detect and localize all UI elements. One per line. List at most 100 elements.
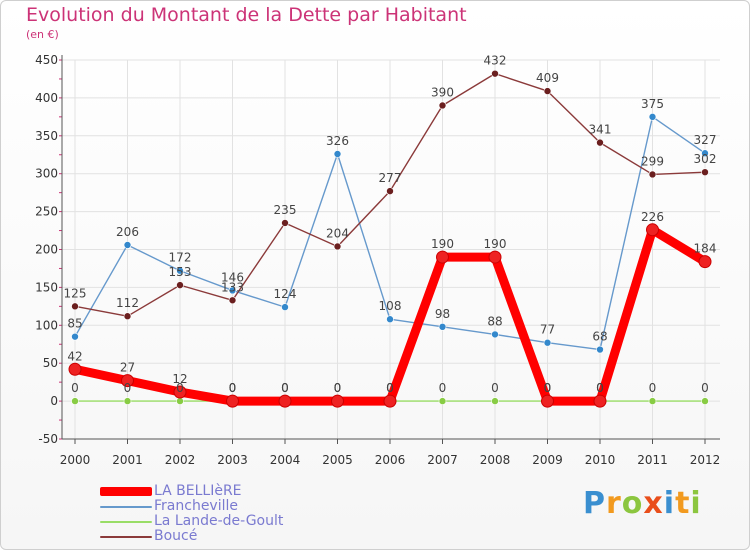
data-point-la-belli-re [593, 394, 607, 408]
data-point-francheville [648, 113, 657, 121]
y-tick-label: 150 [35, 280, 58, 294]
legend-swatch [100, 487, 152, 496]
data-point-francheville [386, 315, 394, 324]
data-label-francheville: 68 [592, 330, 607, 344]
data-point-bouc- [71, 302, 79, 311]
data-label-bouc-: 133 [221, 280, 244, 294]
data-label-la-belli-re: 0 [544, 381, 552, 395]
legend-label: LA BELLIèRE [154, 483, 242, 499]
data-point-la-belli-re [541, 394, 554, 408]
x-tick-label: 2004 [270, 453, 301, 467]
data-label-la-lande-de-goult: 0 [281, 381, 289, 395]
data-label-francheville: 124 [274, 287, 297, 301]
x-tick-label: 2002 [165, 453, 196, 467]
data-point-francheville [438, 323, 447, 331]
data-point-la-lande-de-goult [123, 397, 132, 405]
data-label-bouc-: 112 [116, 296, 139, 310]
data-point-la-belli-re [331, 394, 344, 408]
data-label-la-belli-re: 0 [229, 381, 237, 395]
data-point-bouc- [596, 138, 604, 147]
data-point-la-belli-re [278, 394, 292, 408]
data-label-francheville: 77 [540, 323, 555, 337]
x-tick-label: 2012 [690, 453, 721, 467]
data-label-la-belli-re: 0 [334, 381, 342, 395]
data-label-bouc-: 302 [694, 152, 717, 166]
data-label-la-lande-de-goult: 0 [649, 381, 657, 395]
data-label-bouc-: 409 [536, 71, 559, 85]
legend-item-bouc-: Boucé [100, 529, 283, 544]
data-point-francheville [176, 266, 184, 275]
data-label-la-belli-re: 42 [67, 349, 82, 363]
data-point-francheville [333, 150, 342, 158]
legend-swatch [100, 535, 152, 538]
data-label-francheville: 375 [641, 97, 664, 111]
data-label-la-belli-re: 184 [694, 242, 717, 256]
data-label-la-lande-de-goult: 0 [229, 381, 237, 395]
data-point-la-belli-re [68, 362, 82, 376]
data-point-la-belli-re [646, 223, 659, 237]
data-label-la-belli-re: 0 [281, 381, 289, 395]
data-point-francheville [71, 332, 79, 341]
data-label-bouc-: 299 [641, 154, 664, 168]
x-tick-label: 2011 [637, 453, 668, 467]
data-label-francheville: 146 [221, 270, 244, 284]
data-label-francheville: 108 [379, 299, 402, 313]
grid [62, 59, 720, 440]
x-tick-label: 2003 [217, 453, 248, 467]
data-label-la-belli-re: 12 [172, 372, 187, 386]
data-label-francheville: 98 [435, 307, 450, 321]
data-point-la-lande-de-goult [701, 397, 709, 405]
y-tick-label: 250 [35, 205, 58, 219]
data-point-bouc- [543, 87, 552, 95]
data-point-la-lande-de-goult [438, 397, 447, 405]
data-point-francheville [228, 286, 237, 295]
data-point-la-belli-re [383, 394, 397, 408]
legend-item-la-lande-de-goult: La Lande-de-Goult [100, 514, 283, 529]
y-tick-label: 400 [35, 91, 58, 105]
data-label-la-belli-re: 0 [596, 381, 604, 395]
data-point-la-belli-re [436, 250, 449, 264]
series-layer [68, 69, 712, 408]
data-label-bouc-: 125 [64, 286, 87, 300]
data-point-francheville [491, 330, 499, 339]
data-label-la-belli-re: 0 [386, 381, 394, 395]
data-label-la-lande-de-goult: 0 [176, 381, 184, 395]
logo-letter: o [621, 486, 644, 521]
legend-label: Francheville [154, 498, 238, 514]
data-point-francheville [701, 149, 709, 158]
data-label-francheville: 327 [694, 133, 717, 147]
x-tick-label: 2000 [60, 453, 91, 467]
y-tick-label: 50 [43, 356, 58, 370]
x-tick-label: 2010 [585, 453, 616, 467]
legend-label: La Lande-de-Goult [154, 513, 284, 529]
data-label-la-belli-re: 190 [431, 237, 454, 251]
data-label-la-belli-re: 226 [641, 210, 664, 224]
data-point-la-belli-re [488, 250, 502, 264]
data-label-la-belli-re: 190 [484, 237, 507, 251]
data-point-la-belli-re [698, 255, 712, 269]
x-tick-label: 2001 [112, 453, 143, 467]
data-label-bouc-: 432 [484, 54, 507, 68]
data-label-la-lande-de-goult: 0 [701, 381, 709, 395]
data-label-bouc-: 277 [379, 171, 402, 185]
data-point-la-lande-de-goult [71, 397, 79, 405]
legend: LA BELLIèRE Francheville La Lande-de-Goult… [100, 484, 283, 544]
data-label-la-lande-de-goult: 0 [124, 381, 132, 395]
data-point-la-lande-de-goult [648, 397, 657, 405]
chart-title: Evolution du Montant de la Dette par Hab… [26, 4, 467, 26]
data-point-francheville [543, 338, 552, 347]
data-label-francheville: 88 [487, 314, 502, 328]
data-label-la-lande-de-goult: 0 [386, 381, 394, 395]
data-label-la-lande-de-goult: 0 [71, 381, 79, 395]
data-label-francheville: 172 [169, 251, 192, 265]
y-tick-label: 450 [35, 53, 58, 67]
data-label-la-lande-de-goult: 0 [439, 381, 447, 395]
data-label-francheville: 206 [116, 225, 139, 239]
data-label-la-belli-re: 27 [120, 361, 135, 375]
proxiti-logo: Proxiti [583, 486, 702, 521]
data-point-bouc- [491, 69, 499, 78]
data-point-bouc- [648, 170, 657, 179]
